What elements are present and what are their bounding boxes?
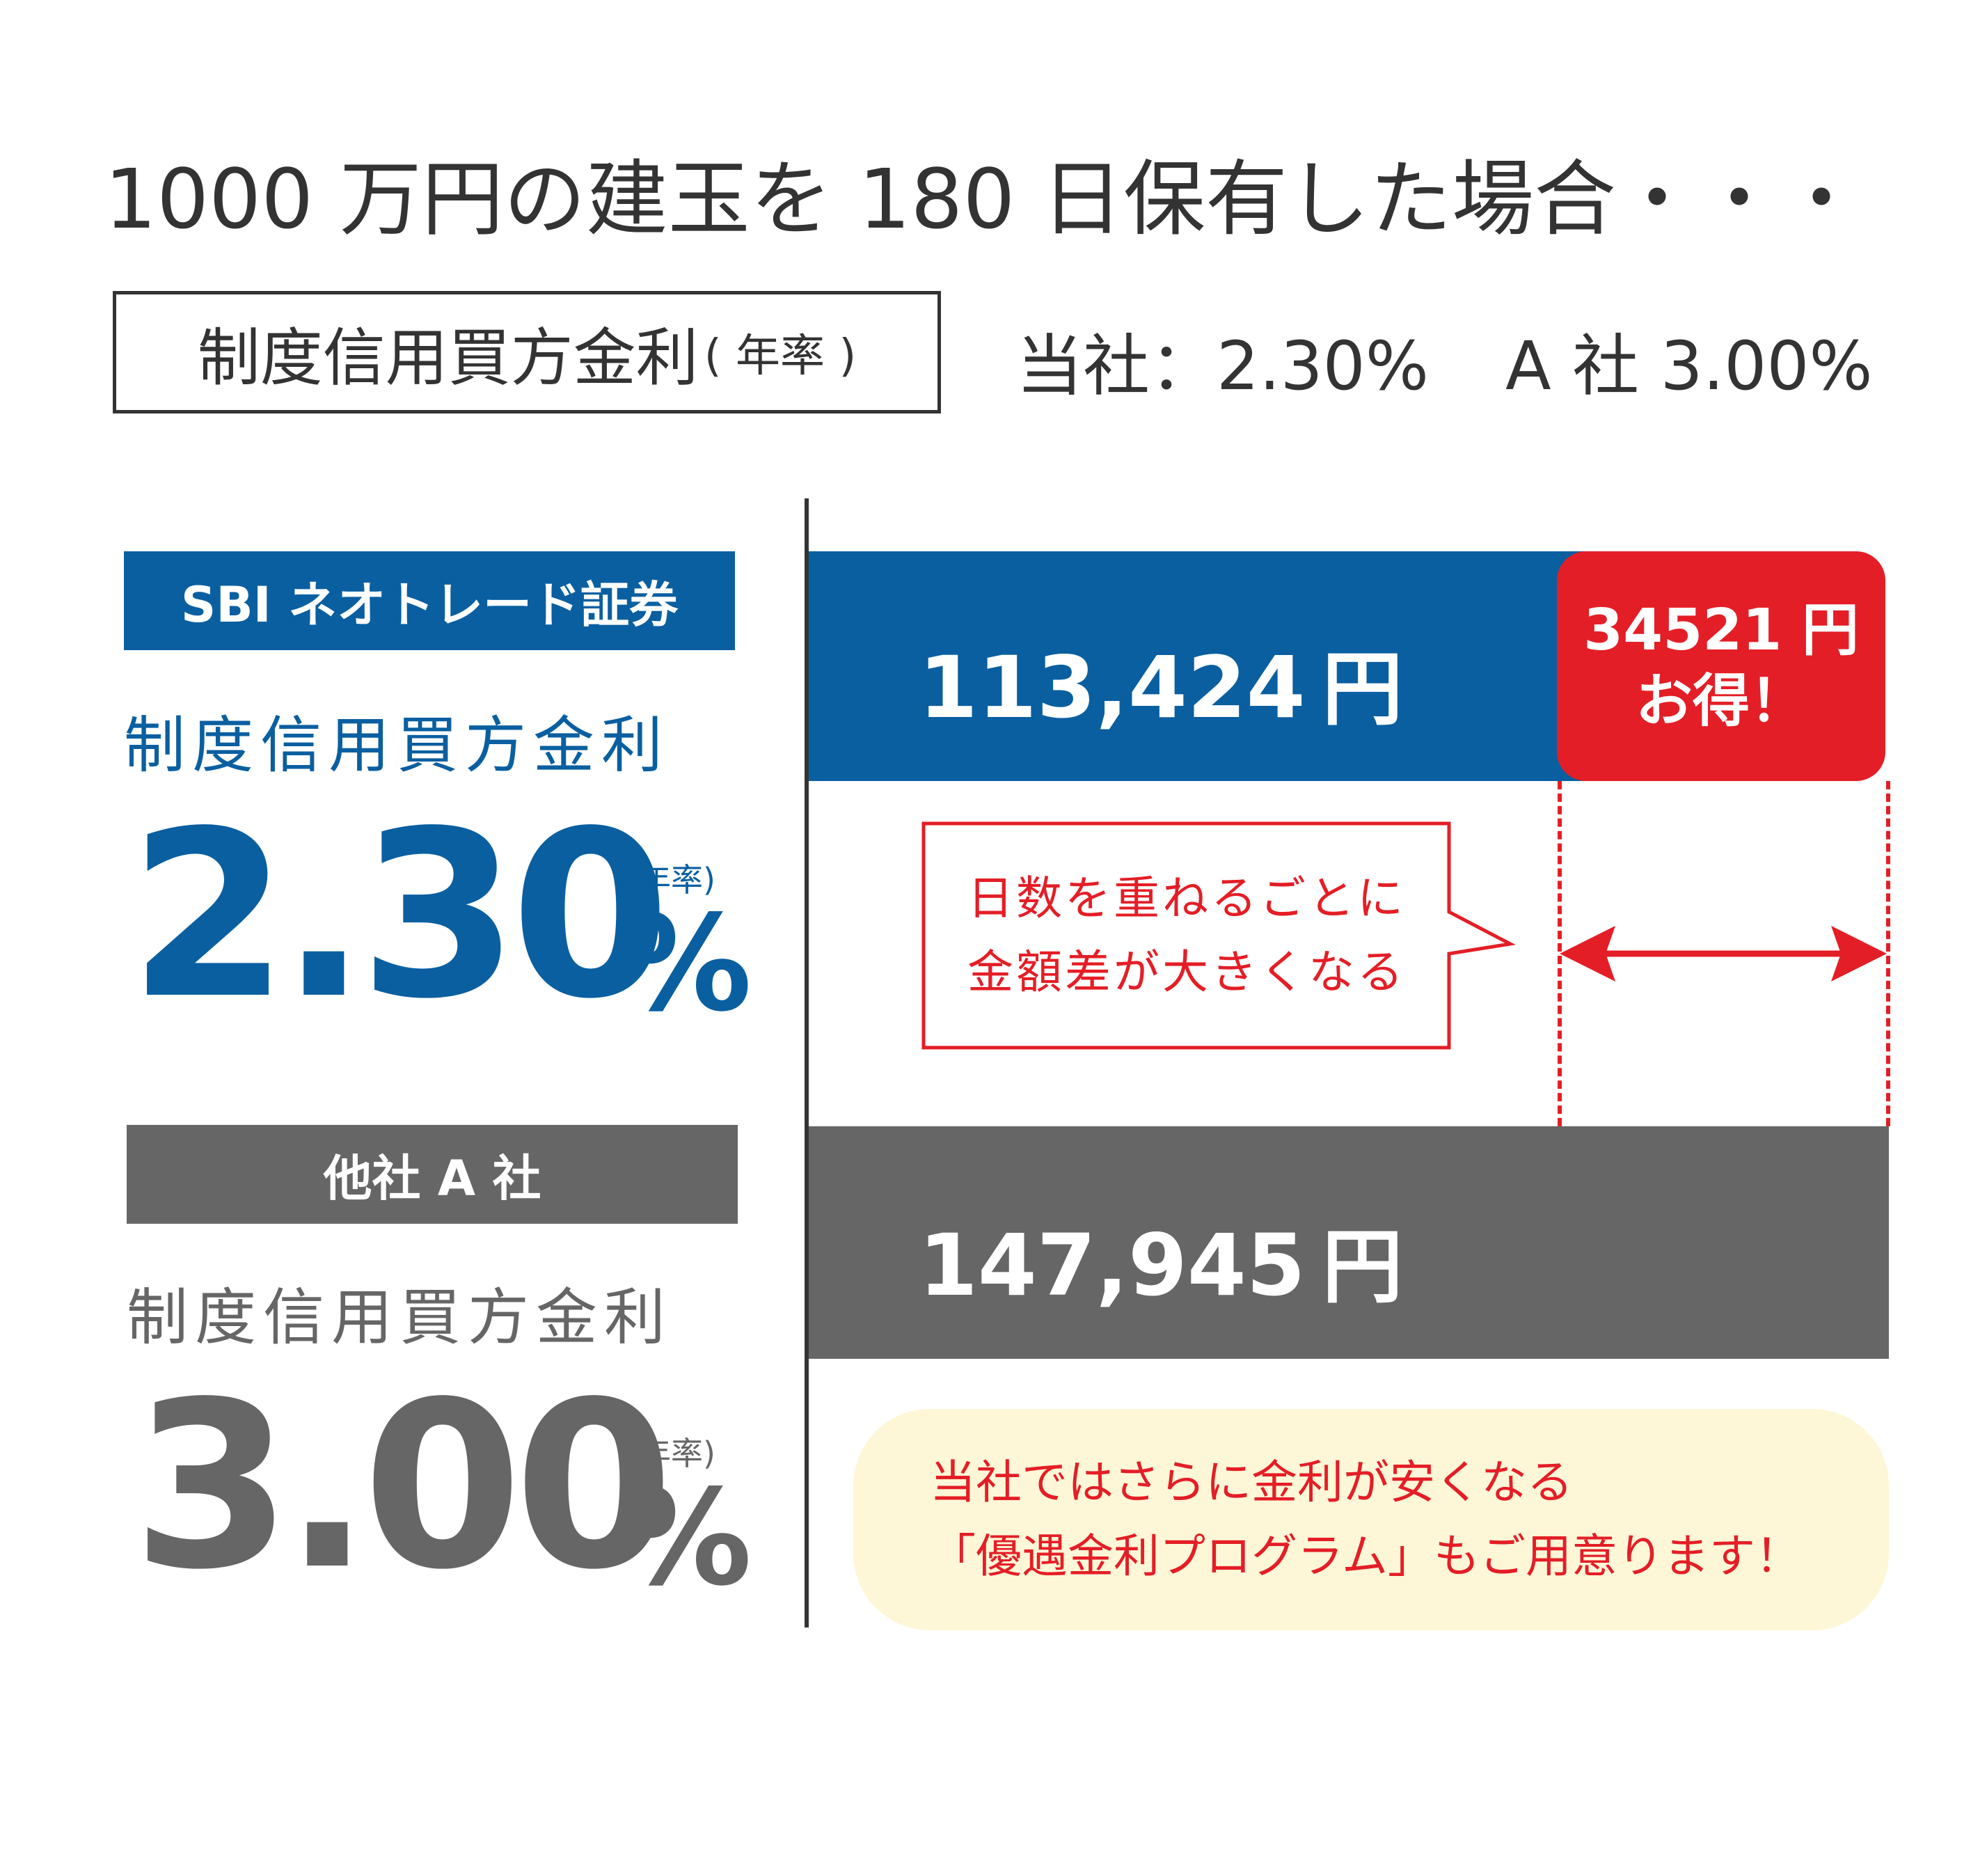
rates-summary: 当社：2.30% A 社 3.00% [1016,312,1873,409]
rate-summary-other: A 社 3.00% [1505,327,1873,405]
callout-bubble [921,821,1516,1050]
other-rate-unit: (年率) [626,1435,715,1472]
bar-sbi [809,551,1637,781]
rate-box-suffix: ( 年率 ) [704,331,857,382]
chart-axis-line [805,498,809,1627]
other-rate-label: 制度信用買方金利 [127,1282,673,1353]
sbi-rate-unit: (年率) [626,861,715,899]
savings-amount: 34521 円 [1583,597,1859,663]
bar-other [809,1126,1889,1359]
callout-line-2: 金額差が大きくなる [967,945,1406,999]
page-title: 1000 万円の建玉を 180 日保有した場合・・・ [104,151,1863,247]
other-rate-sign: % [619,1461,752,1615]
bar-other-unit: 円 [1322,1220,1403,1314]
sbi-name-badge: SBI ネオトレード証券 [124,551,735,650]
other-name-badge: 他社 A 社 [127,1125,738,1224]
bar-other-label: 147,945 円 [919,1201,1403,1318]
note-line-2: 「優遇金利プログラム」もご用意ります！ [930,1529,1802,1583]
rate-box-label: 制度信用買方金利 [197,322,699,395]
bar-other-value: 147,945 [919,1216,1306,1315]
bar-sbi-label: 113,424 円 [919,624,1403,741]
note-box: 当社ではさらに金利が安くなる 「優遇金利プログラム」もご用意ります！ [853,1409,1889,1630]
rate-summary-ours: 当社：2.30% [1016,327,1429,405]
note-line-1: 当社ではさらに金利が安くなる [930,1456,1573,1510]
sbi-rate-sign: % [619,887,752,1041]
difference-arrow-icon [1560,926,1887,982]
callout-line-1: 日数を重ねるごとに [967,872,1406,926]
callout-text: 日数を重ねるごとに 金額差が大きくなる [921,821,1452,1050]
bar-sbi-unit: 円 [1322,643,1403,736]
rate-label-box: 制度信用買方金利 ( 年率 ) [113,291,941,413]
savings-text: お得！ [1635,668,1807,734]
dashed-guide-right [1886,781,1890,1126]
sbi-rate-label: 制度信用買方金利 [124,709,670,781]
other-rate-number: 3.00 [132,1353,674,1620]
sbi-rate-number: 2.30 [129,782,670,1049]
bar-sbi-value: 113,424 [919,638,1306,737]
savings-badge: 34521 円 お得！ [1557,551,1885,781]
